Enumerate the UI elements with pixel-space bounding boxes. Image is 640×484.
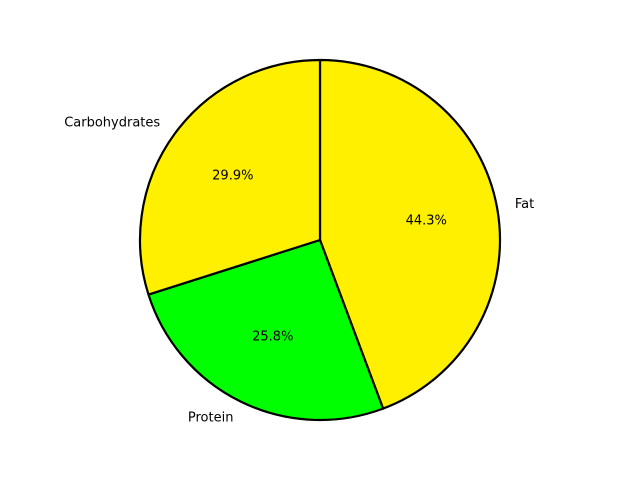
- pie-slice-fat: [318, 58, 502, 410]
- slice-label-fat: Fat: [515, 197, 534, 212]
- pie-slice-carbohydrates: [138, 58, 322, 296]
- slices-layer: [138, 58, 502, 422]
- labels-layer: Fat 44.3% Protein 25.8% Carbohydrates 29.9%: [64, 116, 534, 426]
- slice-percent-carbohydrates: 29.9%: [212, 169, 253, 184]
- slice-percent-protein: 25.8%: [252, 330, 293, 345]
- slice-label-carbohydrates: Carbohydrates: [64, 116, 160, 131]
- slice-label-protein: Protein: [188, 411, 234, 426]
- slice-percent-fat: 44.3%: [406, 213, 447, 228]
- pie-slice-protein: [147, 238, 385, 422]
